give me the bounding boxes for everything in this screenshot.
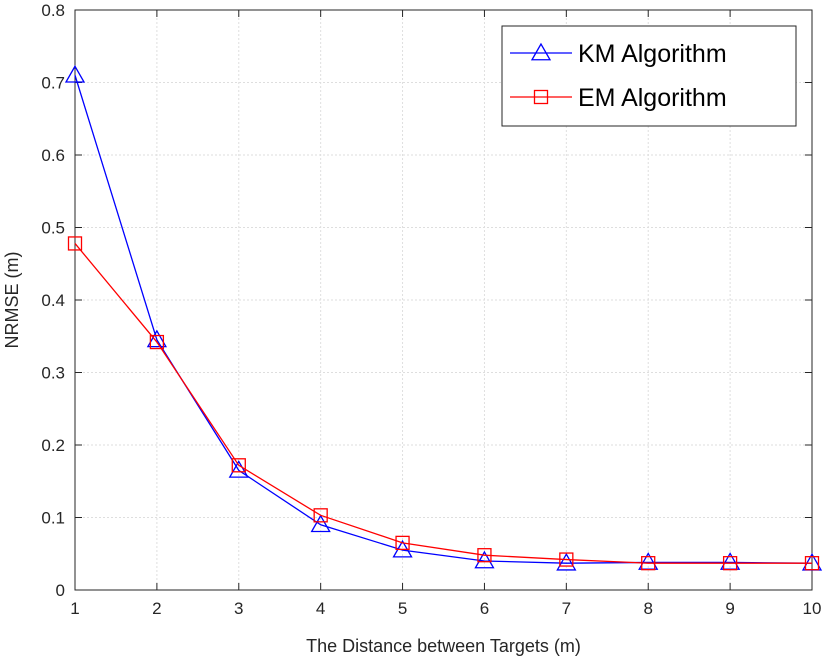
data-point [722,556,738,571]
x-tick-label: 8 [643,599,652,618]
x-tick-label: 3 [234,599,243,618]
data-point [474,550,495,569]
data-point [641,556,656,571]
data-point [310,514,331,533]
x-tick-label: 7 [562,599,571,618]
x-tick-label: 4 [316,599,325,618]
x-tick-label: 6 [480,599,489,618]
y-tick-label: 0 [56,581,65,600]
data-point [395,535,410,551]
y-tick-label: 0.6 [41,146,65,165]
legend: KM Algorithm EM Algorithm [501,25,797,127]
x-axis-title: The Distance between Targets (m) [306,636,581,656]
series-square [67,236,820,571]
y-tick-label: 0.2 [41,436,65,455]
y-axis-title: NRMSE (m) [2,252,22,349]
x-tick-label: 2 [152,599,161,618]
y-tick-label: 0.5 [41,219,65,238]
legend-label: EM Algorithm [578,84,727,112]
y-tick-label: 0.1 [41,509,65,528]
data-point [804,556,820,571]
x-tick-label: 5 [398,599,407,618]
y-tick-label: 0.8 [41,1,65,20]
data-point [149,334,165,350]
data-point [67,236,83,251]
data-point [146,329,168,348]
data-point [556,552,577,571]
data-point [228,460,249,478]
x-tick-label: 9 [725,599,734,618]
y-tick-label: 0.4 [41,291,65,310]
series-line [74,243,812,564]
y-tick-label: 0.3 [41,364,65,383]
y-tick-labels: 0 0.1 0.2 0.3 0.4 0.5 0.6 0.7 0.8 [41,1,65,600]
series-line [74,75,813,564]
x-tick-label: 1 [70,599,79,618]
legend-marker [533,89,549,105]
x-tick-labels: 1 2 3 4 5 6 7 8 9 10 [70,599,821,618]
y-tick-label: 0.7 [41,74,65,93]
data-point [231,458,246,473]
axis-ticks [74,9,813,591]
x-tick-label: 10 [803,599,822,618]
data-point [64,64,86,83]
legend-entries: KM Algorithm EM Algorithm [510,40,727,112]
data-point [313,508,328,523]
legend-entry: EM Algorithm [510,84,727,112]
legend-entry: KM Algorithm [510,40,727,68]
series-layer [64,64,823,571]
legend-label: KM Algorithm [578,40,727,68]
legend-marker [530,42,552,61]
data-point [477,548,492,563]
legend-box [501,25,797,127]
series-triangle [64,64,823,571]
data-point [559,552,574,567]
